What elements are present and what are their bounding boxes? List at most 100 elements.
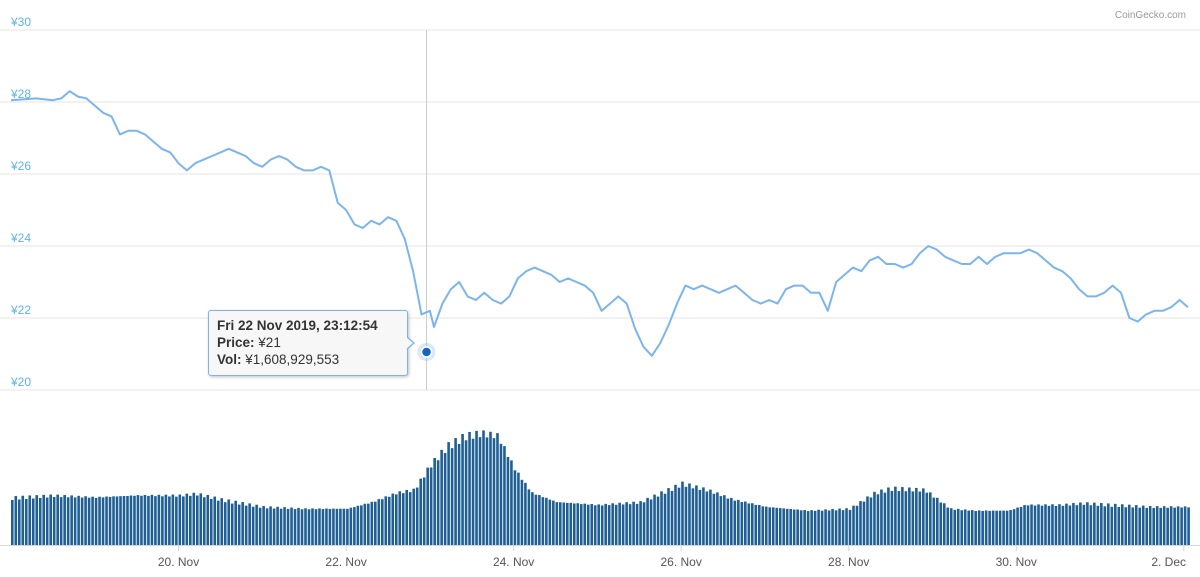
volume-bar	[367, 503, 370, 545]
volume-bar	[925, 492, 929, 545]
volume-bar	[387, 496, 391, 545]
volume-bar	[635, 503, 639, 545]
volume-bar	[73, 497, 77, 545]
volume-bar	[991, 510, 995, 545]
volume-bar	[356, 505, 360, 545]
volume-bar	[321, 509, 325, 545]
volume-bar	[510, 460, 513, 545]
volume-bar	[237, 504, 241, 545]
volume-bar	[880, 489, 883, 545]
volume-bar	[646, 497, 649, 545]
volume-bar	[370, 501, 374, 545]
volume-bar	[140, 495, 143, 545]
volume-bar	[785, 508, 789, 545]
volume-bar	[576, 503, 580, 545]
volume-bar	[286, 508, 290, 545]
volume-bar	[182, 496, 185, 545]
volume-bar	[234, 500, 237, 545]
volume-bar	[841, 510, 845, 545]
volume-bar	[63, 495, 66, 545]
volume-bar	[101, 497, 105, 545]
volume-bar	[185, 493, 189, 545]
y-tick-label: ¥20	[10, 375, 31, 389]
volume-bar	[1065, 503, 1068, 545]
volume-bar	[1162, 506, 1166, 545]
volume-bar	[443, 453, 447, 545]
volume-bar	[632, 501, 635, 545]
volume-bar	[161, 496, 164, 545]
volume-bar	[730, 497, 733, 545]
volume-bar	[192, 492, 196, 545]
volume-bar	[1117, 507, 1121, 545]
volume-bar	[1124, 507, 1128, 545]
volume-bar	[91, 496, 94, 545]
volume-bar	[639, 501, 642, 545]
volume-bar	[754, 504, 758, 545]
volume-bar	[478, 437, 482, 545]
volume-bar	[70, 495, 73, 545]
volume-bar	[660, 491, 663, 545]
volume-bar	[932, 497, 936, 545]
volume-bar	[855, 505, 859, 545]
volume-bar	[422, 477, 426, 545]
volume-bar	[447, 442, 450, 545]
volume-bar	[1002, 510, 1005, 545]
volume-bar	[1054, 505, 1058, 545]
volume-bar	[792, 509, 796, 545]
volume-bar	[14, 496, 18, 545]
volume-bar	[244, 505, 248, 545]
volume-bar	[189, 495, 192, 545]
volume-bar	[342, 508, 346, 545]
volume-bar	[597, 504, 601, 545]
volume-bar	[24, 498, 28, 545]
volume-bar	[656, 496, 660, 545]
volume-bar	[290, 507, 293, 545]
volume-bar	[429, 467, 433, 545]
volume-bar	[311, 508, 314, 545]
volume-bar	[1009, 510, 1012, 545]
volume-bar	[887, 487, 890, 545]
x-tick-label: 20. Nov	[158, 555, 199, 569]
volume-bar	[922, 488, 925, 545]
volume-bar	[719, 496, 723, 545]
tooltip-vol-value: ¥1,608,929,553	[245, 352, 340, 367]
volume-bar	[1023, 505, 1026, 545]
volume-bar	[649, 499, 653, 545]
volume-bar	[670, 490, 674, 545]
volume-bar	[391, 493, 395, 545]
volume-bar	[335, 508, 339, 545]
volume-bar	[709, 489, 712, 545]
highlight-point[interactable]	[420, 346, 433, 358]
x-tick-label: 26. Nov	[660, 555, 701, 569]
volume-bar	[820, 510, 824, 545]
volume-bar	[199, 493, 203, 545]
volume-bar	[433, 458, 436, 545]
volume-bar	[492, 438, 496, 545]
volume-bar	[1037, 504, 1040, 545]
volume-bar	[1030, 504, 1033, 545]
volume-bar	[394, 494, 398, 545]
volume-bar	[175, 496, 178, 545]
volume-bar	[1166, 507, 1169, 545]
volume-bar	[374, 501, 377, 545]
volume-bar	[918, 491, 922, 545]
volume-bar	[66, 497, 70, 545]
volume-bar	[1103, 506, 1107, 545]
volume-bar	[663, 493, 667, 545]
volume-bar	[269, 506, 272, 545]
volume-bar	[691, 488, 695, 545]
volume-bar	[346, 508, 349, 545]
volume-bar	[531, 492, 534, 545]
volume-bar	[1058, 504, 1061, 545]
volume-bar	[230, 503, 234, 545]
volume-bar	[1100, 503, 1103, 545]
volume-bar	[1134, 505, 1138, 545]
volume-bar	[712, 493, 716, 545]
volume-bar	[583, 503, 587, 545]
volume-bar	[565, 502, 569, 545]
volume-bar	[552, 500, 555, 545]
volume-bar	[866, 496, 869, 545]
volume-bar	[248, 503, 251, 545]
volume-bar	[981, 510, 984, 545]
